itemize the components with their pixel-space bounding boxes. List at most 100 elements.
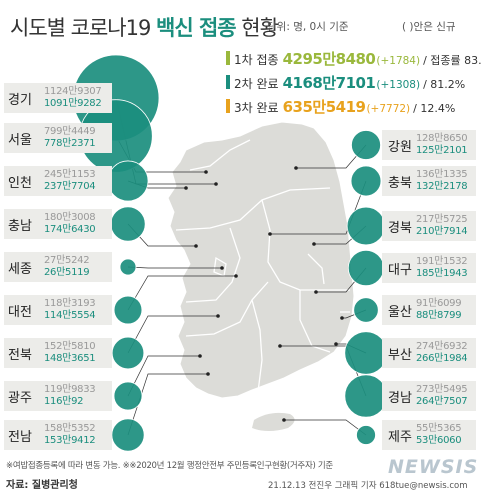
leader-dot [314, 290, 318, 294]
second-dose-value: 26만5119 [44, 267, 90, 278]
summary-rate: / 12.4% [413, 102, 456, 115]
leader-dot [206, 372, 210, 376]
region-label: 전남 158만5352 153만9412 [4, 420, 112, 450]
region-values: 158만5352 153만9412 [44, 423, 96, 447]
region-label: 세종 27만5242 26만5119 [4, 252, 112, 282]
region-name: 강원 [388, 139, 412, 155]
first-dose-value: 27만5242 [44, 255, 90, 266]
leader-line [284, 419, 367, 436]
leader-dot [194, 244, 198, 248]
region-values: 118만3193 114만5554 [44, 298, 96, 322]
bubbles [72, 54, 388, 452]
mainland-shape [167, 121, 355, 399]
region-name: 전남 [8, 429, 32, 445]
title-highlight: 백신 접종 [156, 16, 237, 40]
summary-rate: / 접종률 83.7% [423, 54, 482, 67]
region-label: 제주 55만5365 53만6060 [382, 420, 476, 450]
summary-row: 3차 완료 635만5419 (+7772)/ 12.4% [226, 96, 456, 116]
second-dose-value: 185만1943 [416, 268, 468, 279]
second-dose-value: 53만6060 [416, 435, 462, 446]
bubble-전북 [111, 336, 145, 370]
leader-dot [334, 342, 338, 346]
region-values: 152만5810 148만3651 [44, 341, 96, 365]
bubble-세종 [119, 258, 137, 276]
bubble-경남 [344, 374, 388, 418]
region-label: 경남 273만5495 264만7507 [382, 381, 476, 411]
first-dose-value: 180만3008 [44, 212, 96, 223]
summary-value: 4168만7101 [282, 74, 376, 92]
title-suffix: 현황 [235, 16, 279, 40]
region-values: 128만8650 125만2101 [416, 133, 468, 157]
first-dose-value: 191만1532 [416, 256, 468, 267]
region-name: 세종 [8, 261, 32, 277]
region-values: 191만1532 185만1943 [416, 256, 468, 280]
region-label: 울산 91만6099 88만8799 [382, 295, 476, 325]
summary-label: 1차 접종 [234, 53, 279, 67]
source-text: 자료: 질병관리청 [6, 480, 78, 491]
region-name: 대구 [388, 262, 412, 278]
leader-dot [198, 354, 202, 358]
bubble-충남 [110, 206, 146, 242]
bubble-부산 [344, 331, 388, 375]
first-dose-value: 91만6099 [416, 298, 462, 309]
summary-bar [226, 98, 230, 113]
second-dose-value: 148만3651 [44, 353, 96, 364]
region-label: 대전 118만3193 114만5554 [4, 295, 112, 325]
first-dose-value: 55만5365 [416, 423, 462, 434]
region-label: 대구 191만1532 185만1943 [382, 253, 476, 283]
bubble-제주 [356, 425, 376, 445]
region-values: 55만5365 53만6060 [416, 423, 462, 447]
summary-value: 635만5419 [282, 98, 366, 116]
summary-increase: (+7772) [366, 103, 411, 115]
region-values: 180만3008 174만6430 [44, 212, 96, 236]
second-dose-value: 132만2178 [416, 181, 468, 192]
second-dose-value: 114만5554 [44, 310, 96, 321]
second-dose-value: 174만6430 [44, 224, 96, 235]
region-name: 제주 [388, 429, 412, 445]
leader-dot [340, 316, 344, 320]
region-name: 충남 [8, 218, 32, 234]
credit: 21.12.13 전진우 그래픽 기자 618tue@newsis.com [268, 481, 468, 491]
leader-dot [312, 242, 316, 246]
first-dose-value: 273만5495 [416, 384, 468, 395]
second-dose-value: 237만7704 [44, 181, 96, 192]
first-dose-value: 152만5810 [44, 341, 96, 352]
province-borders [175, 139, 350, 393]
bubble-광주 [113, 381, 143, 411]
region-name: 울산 [388, 304, 412, 320]
summary-row: 2차 완료 4168만7101 (+1308)/ 81.2% [226, 72, 465, 92]
region-name: 서울 [8, 132, 32, 148]
region-label: 경북 217만5725 210만7914 [382, 211, 476, 241]
summary-value: 4295만8480 [282, 50, 376, 68]
region-label: 인천 245만1153 237만7704 [4, 166, 112, 196]
bubble-울산 [353, 297, 379, 323]
region-values: 799만4449 778만2371 [44, 126, 96, 150]
region-name: 대전 [8, 304, 32, 320]
summary-bar [226, 74, 230, 89]
region-label: 강원 128만8650 125만2101 [382, 130, 476, 160]
summary-bar [226, 50, 230, 65]
leader-dot [214, 182, 218, 186]
region-values: 274만6932 266만1984 [416, 341, 468, 365]
leader-dot [268, 232, 272, 236]
footnote: ※여밥접종등록에 따라 변동 가능. ※※2020년 12월 행정안전부 주민등… [6, 461, 333, 471]
jeju-shape [252, 412, 295, 431]
summary-increase: (+1784) [376, 55, 421, 67]
bubble-전남 [111, 418, 145, 452]
first-dose-value: 136만1335 [416, 169, 468, 180]
page-title: 시도별 코로나19 백신 접종 현황 [10, 12, 279, 42]
leader-dot [184, 186, 188, 190]
region-label: 서울 799만4449 778만2371 [4, 123, 112, 153]
unit-note: 단위: 명, 0시 기준 [267, 21, 349, 33]
bubble-대전 [113, 295, 143, 325]
leader-dot [220, 266, 224, 270]
region-label: 전북 152만5810 148만3651 [4, 338, 112, 368]
paren-note: ( )안은 신규 [402, 21, 456, 33]
second-dose-value: 125만2101 [416, 145, 468, 156]
region-label: 경기 1124만9307 1091만9282 [4, 83, 112, 113]
region-name: 인천 [8, 175, 32, 191]
first-dose-value: 158만5352 [44, 423, 96, 434]
leader-dot [294, 166, 298, 170]
